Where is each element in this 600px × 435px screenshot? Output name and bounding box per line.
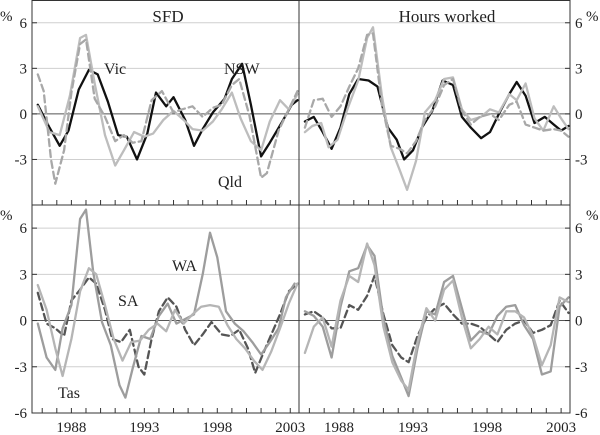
unit-label-top-right: %	[586, 9, 599, 25]
ytick-label: 0	[20, 107, 28, 123]
series-line-tas	[303, 242, 570, 392]
grid-layer	[32, 22, 570, 368]
ytick-label: -6	[575, 406, 588, 422]
xtick-label: 2003	[275, 420, 305, 435]
xtick-label: 1993	[129, 420, 159, 435]
text-layer: SFD Hours worked % % % % Vic NSW Qld WA …	[0, 7, 599, 435]
unit-label-top-left: %	[0, 9, 13, 25]
label-vic: Vic	[104, 61, 126, 78]
ytick-label: 3	[575, 267, 583, 283]
ytick-label: 6	[575, 221, 583, 237]
ytick-label: -3	[15, 152, 28, 168]
ytick-label: 0	[575, 314, 583, 330]
ytick-label: 0	[20, 314, 28, 330]
ytick-label: 3	[20, 61, 28, 77]
series-line-wa	[36, 208, 296, 399]
series-line-vic	[303, 26, 570, 191]
unit-label-bottom-right: %	[586, 208, 599, 224]
ytick-label: 3	[20, 267, 28, 283]
series-line-qld	[303, 32, 570, 155]
ytick-label: 6	[20, 16, 28, 32]
label-tas: Tas	[58, 385, 80, 402]
label-sa: SA	[118, 293, 139, 310]
ytick-label: -3	[575, 360, 588, 376]
xtick-label: 1998	[472, 420, 502, 435]
ytick-label: -3	[575, 152, 588, 168]
ytick-label: 6	[575, 16, 583, 32]
xtick-label: 1988	[324, 420, 354, 435]
ytick-label: -3	[15, 360, 28, 376]
series-line-tas	[36, 267, 299, 378]
unit-label-bottom-left: %	[0, 208, 13, 224]
frame-layer	[31, 0, 571, 414]
series-line-nsw	[36, 62, 299, 161]
series-line-vic	[36, 33, 299, 167]
ytick-label: -6	[15, 406, 28, 422]
series-line-qld	[36, 38, 299, 185]
chart-frame	[31, 0, 571, 414]
series-layer	[36, 26, 570, 399]
ytick-label: 6	[20, 221, 28, 237]
series-line-wa	[303, 243, 570, 398]
xtick-label: 1998	[202, 420, 232, 435]
panel-title-sfd: SFD	[152, 7, 183, 26]
panel-title-hours-worked: Hours worked	[399, 7, 496, 26]
series-line-sa	[303, 274, 570, 364]
ytick-label: 3	[575, 61, 583, 77]
xtick-label: 1993	[398, 420, 428, 435]
xtick-label: 1988	[56, 420, 86, 435]
ytick-label: 0	[575, 107, 583, 123]
label-nsw: NSW	[224, 61, 260, 78]
label-qld: Qld	[218, 174, 242, 191]
xtick-label: 2003	[546, 420, 576, 435]
label-wa: WA	[172, 258, 197, 275]
